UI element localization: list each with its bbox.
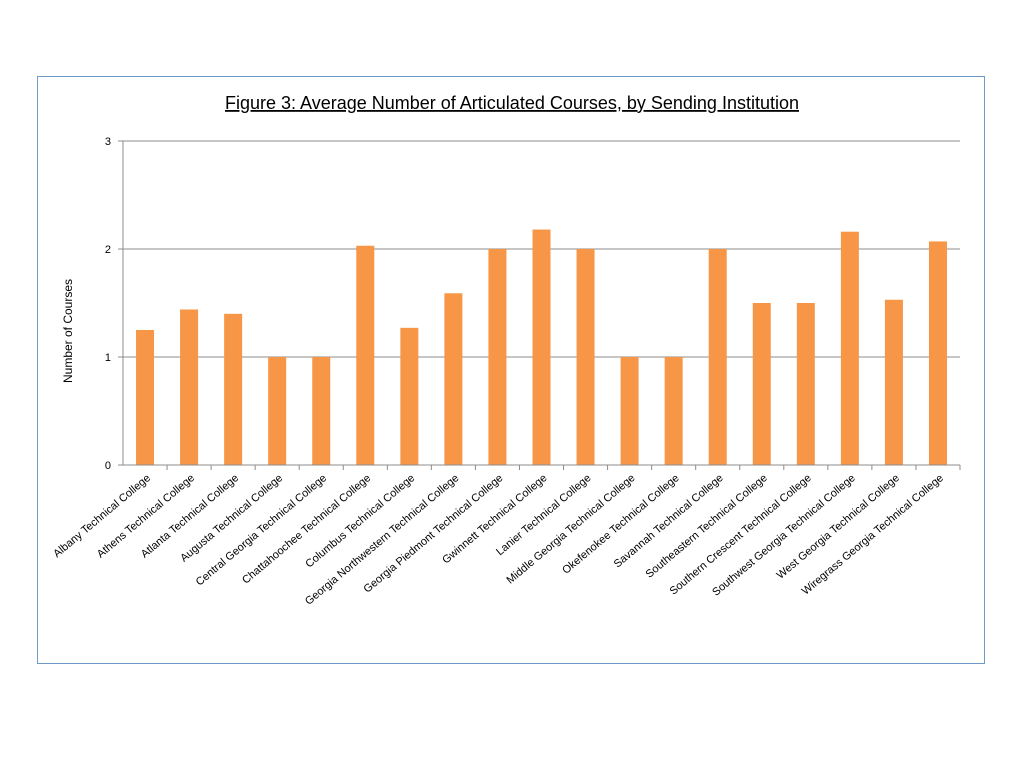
axes (122, 141, 960, 466)
bar (752, 303, 771, 465)
y-tick-label: 1 (105, 352, 111, 364)
chart-title: Figure 3: Average Number of Articulated … (225, 93, 799, 113)
bar (224, 313, 243, 465)
bar (180, 309, 199, 465)
bar (796, 303, 815, 465)
bar (664, 357, 683, 465)
bar-chart: Figure 3: Average Number of Articulated … (51, 93, 961, 608)
bar (356, 245, 375, 465)
bar (708, 249, 727, 465)
bar (928, 241, 947, 465)
bar (840, 231, 859, 465)
x-tick-label: Georgia Northwestern Technical College (303, 472, 461, 608)
y-axis-label: Number of Courses (61, 279, 75, 383)
bar (620, 357, 639, 465)
bars (136, 229, 947, 465)
chart-frame: Figure 3: Average Number of Articulated … (37, 76, 985, 664)
y-tick-label: 2 (105, 244, 111, 256)
y-tick-label: 3 (105, 136, 111, 148)
bar (532, 229, 551, 465)
bar (444, 293, 463, 465)
y-tick-labels: 0 1 2 3 (105, 136, 111, 472)
bar (400, 327, 419, 465)
bar (884, 299, 903, 465)
bar (312, 357, 331, 465)
bar (268, 357, 287, 465)
bar (136, 330, 155, 465)
bar (488, 249, 507, 465)
bar (576, 249, 595, 465)
gridlines (118, 140, 961, 470)
y-tick-label: 0 (105, 460, 111, 472)
